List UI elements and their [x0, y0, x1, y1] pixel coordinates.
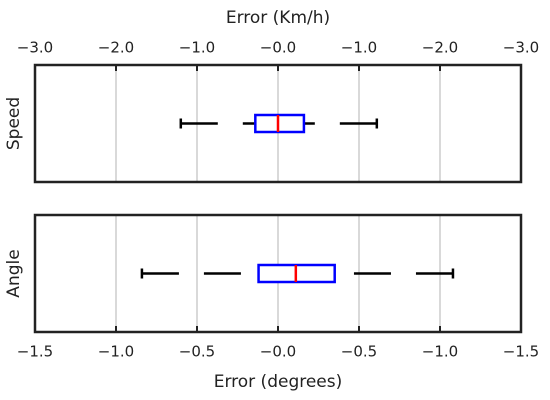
- x-tick-label: −1.0: [98, 343, 134, 361]
- plot-frame: [33, 213, 523, 334]
- x-tick-label: −1.5: [17, 343, 53, 361]
- y-label: Speed: [4, 97, 24, 150]
- x-tick-label: −0.5: [341, 343, 377, 361]
- x-tick-label: −3.0: [17, 39, 53, 57]
- x-tick-label: −1.0: [341, 39, 377, 57]
- y-label: Angle: [4, 249, 24, 297]
- plot-frame: [33, 63, 523, 184]
- x-tick-label: −2.0: [98, 39, 134, 57]
- x-tick-label: −1.0: [179, 39, 215, 57]
- x-tick-label: −3.0: [503, 39, 539, 57]
- x-axis-label: Error (degrees): [214, 372, 343, 392]
- x-tick-label: −1.0: [422, 343, 458, 361]
- x-tick-label: −0.0: [260, 343, 296, 361]
- x-tick-label: −0.0: [260, 39, 296, 57]
- box: [254, 113, 306, 134]
- x-tick-label: −0.5: [179, 343, 215, 361]
- x-tick-label: −2.0: [422, 39, 458, 57]
- x-tick-label: −1.5: [503, 343, 539, 361]
- x-axis-label: Error (Km/h): [226, 8, 330, 28]
